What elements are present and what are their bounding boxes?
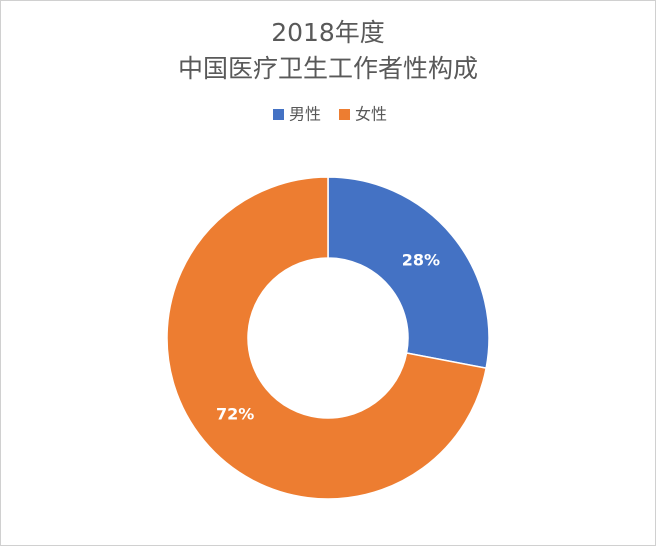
legend-swatch bbox=[339, 109, 350, 120]
legend-label: 女性 bbox=[355, 105, 387, 124]
donut-slice bbox=[166, 176, 488, 500]
data-label: 28% bbox=[402, 251, 440, 270]
legend-swatch bbox=[273, 109, 284, 120]
chart-title: 2018年度 bbox=[271, 18, 385, 47]
donut-slice bbox=[327, 176, 490, 370]
legend-label: 男性 bbox=[289, 105, 321, 124]
chart-subtitle: 中国医疗卫生工作者性构成 bbox=[178, 54, 478, 83]
data-label: 72% bbox=[216, 404, 254, 423]
